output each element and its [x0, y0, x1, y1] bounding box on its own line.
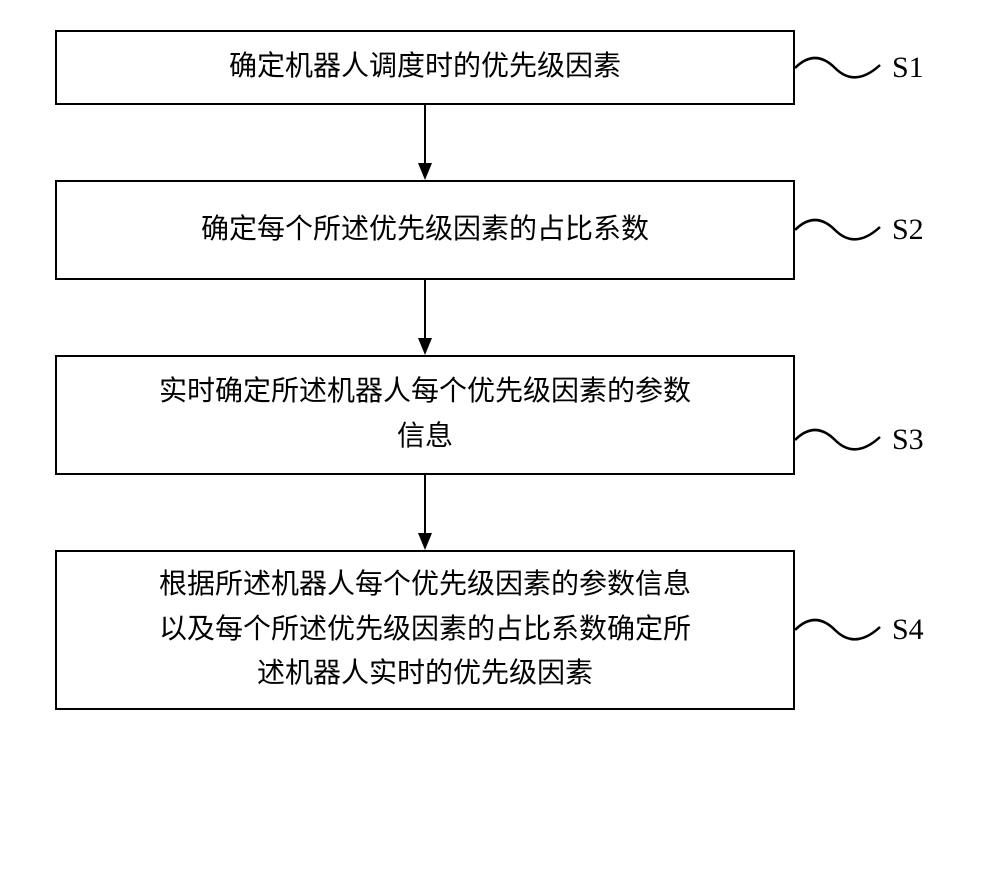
step-s4-text: 根据所述机器人每个优先级因素的参数信息 以及每个所述优先级因素的占比系数确定所 … [159, 563, 691, 697]
step-s2-label: S2 [892, 213, 924, 247]
step-s4-line3: 述机器人实时的优先级因素 [257, 658, 593, 689]
arrow-down-icon [415, 475, 435, 550]
step-s4-box: 根据所述机器人每个优先级因素的参数信息 以及每个所述优先级因素的占比系数确定所 … [55, 550, 795, 710]
step-s4-line2: 以及每个所述优先级因素的占比系数确定所 [159, 614, 691, 645]
arrow-down-icon [415, 280, 435, 355]
flowchart-container: 确定机器人调度时的优先级因素 S1 确定每个所述优先级因素的占比系数 S2 [55, 30, 945, 710]
step-s3-line2: 信息 [397, 421, 453, 452]
step-s3-text: 实时确定所述机器人每个优先级因素的参数 信息 [159, 370, 691, 460]
wave-connector-icon [795, 43, 890, 93]
step-s3-label-group: S3 [795, 415, 924, 465]
step-s2-text: 确定每个所述优先级因素的占比系数 [201, 208, 649, 253]
step-s1-wrapper: 确定机器人调度时的优先级因素 S1 [55, 30, 945, 105]
arrow-3-container [55, 475, 795, 550]
step-s4-label: S4 [892, 613, 924, 647]
arrow-down-icon [415, 105, 435, 180]
step-s1-text: 确定机器人调度时的优先级因素 [229, 45, 621, 90]
wave-connector-icon [795, 415, 890, 465]
step-s4-label-group: S4 [795, 605, 924, 655]
step-s3-wrapper: 实时确定所述机器人每个优先级因素的参数 信息 S3 [55, 355, 945, 475]
wave-connector-icon [795, 205, 890, 255]
arrow-2-container [55, 280, 795, 355]
arrow-1-container [55, 105, 795, 180]
step-s4-wrapper: 根据所述机器人每个优先级因素的参数信息 以及每个所述优先级因素的占比系数确定所 … [55, 550, 945, 710]
step-s3-label: S3 [892, 423, 924, 457]
step-s1-label: S1 [892, 51, 924, 85]
step-s3-line1: 实时确定所述机器人每个优先级因素的参数 [159, 376, 691, 407]
step-s1-label-group: S1 [795, 43, 924, 93]
step-s2-box: 确定每个所述优先级因素的占比系数 [55, 180, 795, 280]
step-s1-box: 确定机器人调度时的优先级因素 [55, 30, 795, 105]
step-s3-box: 实时确定所述机器人每个优先级因素的参数 信息 [55, 355, 795, 475]
step-s4-line1: 根据所述机器人每个优先级因素的参数信息 [159, 569, 691, 600]
step-s2-wrapper: 确定每个所述优先级因素的占比系数 S2 [55, 180, 945, 280]
wave-connector-icon [795, 605, 890, 655]
step-s2-label-group: S2 [795, 205, 924, 255]
